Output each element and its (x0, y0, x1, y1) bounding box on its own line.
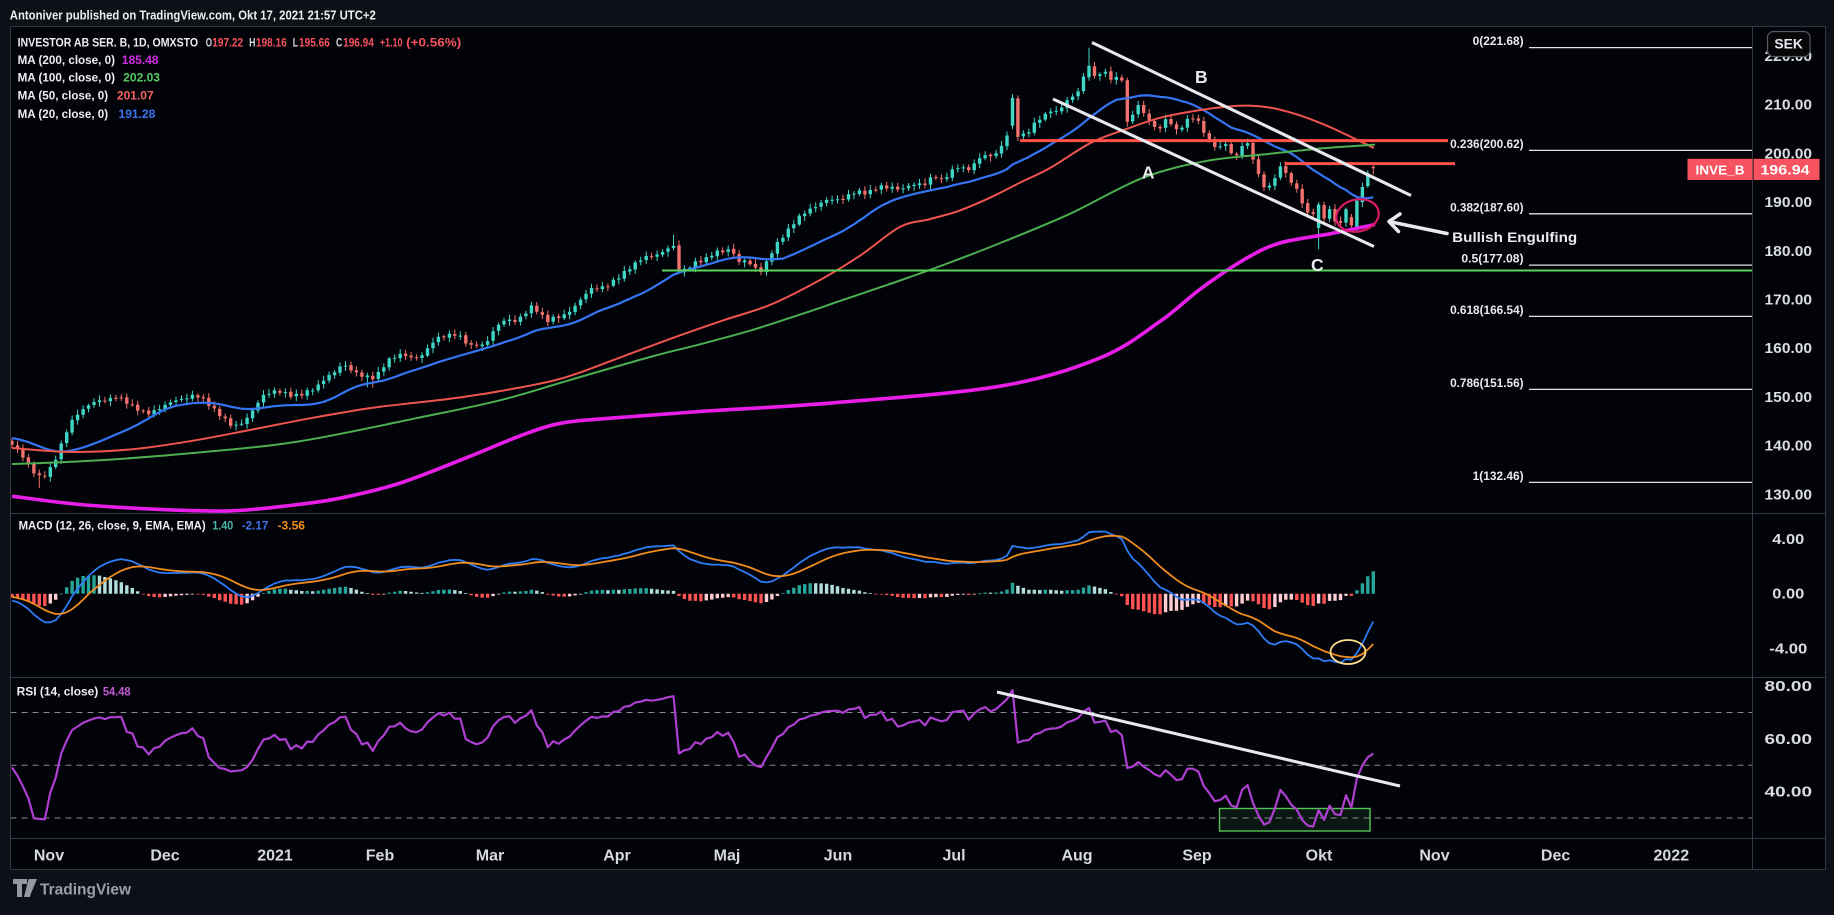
svg-text:201.07: 201.07 (117, 91, 154, 103)
svg-text:40.00: 40.00 (1765, 785, 1813, 801)
svg-text:A: A (1142, 162, 1155, 182)
svg-text:H: H (249, 37, 255, 49)
svg-text:80.00: 80.00 (1765, 679, 1813, 695)
svg-text:-2.17: -2.17 (242, 521, 269, 533)
svg-text:200.00: 200.00 (1765, 146, 1813, 162)
svg-text:MACD (12, 26, close, 9, EMA, E: MACD (12, 26, close, 9, EMA, EMA) (19, 521, 206, 533)
svg-text:170.00: 170.00 (1765, 293, 1813, 309)
svg-text:0(221.68): 0(221.68) (1473, 36, 1524, 48)
svg-text:Bullish Engulfing: Bullish Engulfing (1452, 229, 1577, 245)
svg-text:196.94: 196.94 (343, 37, 374, 49)
svg-text:1.40: 1.40 (212, 521, 233, 533)
svg-text:150.00: 150.00 (1765, 390, 1813, 406)
svg-text:MA (200, close, 0): MA (200, close, 0) (18, 55, 116, 67)
svg-text:-3.56: -3.56 (278, 521, 306, 533)
svg-text:Maj: Maj (714, 848, 741, 865)
svg-text:197.22: 197.22 (212, 37, 243, 49)
svg-text:0.5(177.08): 0.5(177.08) (1461, 254, 1523, 266)
svg-text:Jun: Jun (824, 848, 852, 865)
svg-text:Apr: Apr (603, 848, 631, 865)
svg-text:SEK: SEK (1774, 37, 1803, 52)
svg-text:210.00: 210.00 (1765, 98, 1813, 114)
svg-text:2022: 2022 (1654, 848, 1690, 865)
svg-text:Dec: Dec (150, 848, 179, 865)
svg-text:MA (20, close, 0): MA (20, close, 0) (18, 109, 109, 121)
svg-text:54.48: 54.48 (103, 687, 131, 699)
svg-text:Feb: Feb (366, 848, 395, 865)
svg-text:Dec: Dec (1541, 848, 1570, 865)
svg-text:-4.00: -4.00 (1769, 641, 1807, 657)
svg-text:0.618(166.54): 0.618(166.54) (1450, 305, 1524, 317)
svg-text:C: C (1311, 255, 1324, 275)
svg-text:INVE_B: INVE_B (1696, 162, 1745, 177)
svg-text:160.00: 160.00 (1765, 341, 1813, 357)
svg-text:MA (100, close, 0): MA (100, close, 0) (18, 73, 116, 85)
svg-text:+1.10: +1.10 (380, 37, 403, 49)
svg-text:1(132.46): 1(132.46) (1473, 471, 1524, 483)
svg-text:140.00: 140.00 (1765, 439, 1813, 455)
svg-text:0.236(200.62): 0.236(200.62) (1450, 139, 1524, 151)
svg-text:INVESTOR AB SER. B, 1D, OMXSTO: INVESTOR AB SER. B, 1D, OMXSTO (18, 35, 199, 49)
svg-text:MA (50, close, 0): MA (50, close, 0) (18, 91, 109, 103)
svg-text:4.00: 4.00 (1772, 532, 1804, 548)
svg-text:RSI (14, close): RSI (14, close) (17, 687, 99, 699)
svg-text:Antoniver published on Trading: Antoniver published on TradingView.com, … (10, 9, 376, 23)
svg-text:Jul: Jul (942, 848, 965, 865)
svg-text:180.00: 180.00 (1765, 244, 1813, 260)
svg-text:202.03: 202.03 (123, 73, 160, 85)
svg-text:60.00: 60.00 (1765, 732, 1813, 748)
svg-text:190.00: 190.00 (1765, 195, 1813, 211)
svg-text:Okt: Okt (1306, 848, 1333, 865)
svg-text:0.00: 0.00 (1772, 587, 1804, 603)
svg-text:Sep: Sep (1182, 848, 1212, 865)
svg-text:Aug: Aug (1061, 848, 1092, 865)
svg-text:Mar: Mar (476, 848, 504, 865)
svg-text:Nov: Nov (34, 848, 64, 865)
svg-text:TradingView: TradingView (40, 882, 132, 899)
svg-text:B: B (1195, 67, 1208, 87)
svg-text:0.786(151.56): 0.786(151.56) (1450, 378, 1524, 390)
svg-text:198.16: 198.16 (256, 37, 287, 49)
svg-text:185.48: 185.48 (122, 55, 159, 67)
svg-text:130.00: 130.00 (1765, 487, 1813, 503)
svg-text:196.94: 196.94 (1760, 162, 1810, 177)
svg-text:191.28: 191.28 (119, 109, 156, 121)
svg-text:(+0.56%): (+0.56%) (406, 37, 461, 49)
svg-text:C: C (336, 37, 342, 49)
svg-text:195.66: 195.66 (299, 37, 330, 49)
svg-text:0.382(187.60): 0.382(187.60) (1450, 202, 1524, 214)
svg-text:2021: 2021 (257, 848, 293, 865)
svg-text:L: L (293, 37, 298, 49)
svg-text:Nov: Nov (1419, 848, 1449, 865)
svg-text:O: O (206, 37, 212, 49)
